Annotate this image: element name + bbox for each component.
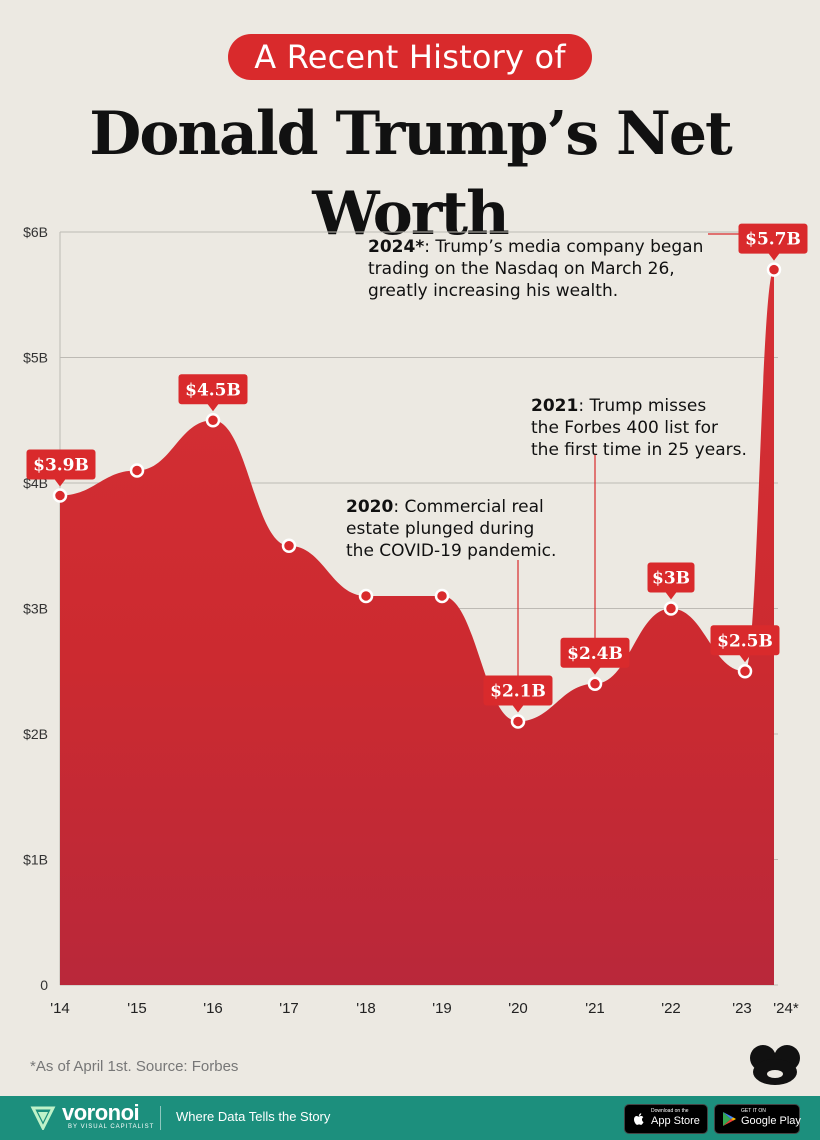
annotation-text: estate plunged during — [346, 519, 534, 539]
annotation-text: 2024*: Trump’s media company began — [368, 237, 703, 257]
value-label-box — [647, 562, 695, 593]
value-label-text: $3B — [652, 569, 690, 589]
footer-bar: voronoi BY VISUAL CAPITALIST Where Data … — [0, 1096, 820, 1140]
page-title: Donald Trump’s Net Worth — [89, 99, 732, 249]
x-tick-label: '18 — [356, 1000, 376, 1017]
app-store-small: Download on the — [651, 1108, 689, 1114]
annotation-text: 2021: Trump misses — [531, 396, 706, 416]
x-tick-label: '22 — [661, 1000, 681, 1017]
value-label-text: $2.1B — [490, 681, 546, 701]
google-play-icon — [723, 1112, 736, 1126]
value-label-pointer — [768, 252, 780, 261]
value-label-text: $3.9B — [33, 456, 89, 476]
data-point — [434, 588, 450, 604]
value-label-pointer — [207, 403, 219, 412]
app-store-button[interactable]: Download on the App Store — [624, 1104, 708, 1134]
visual-capitalist-bug-icon — [750, 1045, 800, 1085]
data-point — [663, 601, 679, 616]
x-tick-label: '24* — [773, 1000, 799, 1017]
annotation-text: 2020: Commercial real — [346, 497, 544, 517]
value-label: $4.5B — [178, 374, 248, 412]
app-store-label: App Store — [651, 1115, 700, 1127]
google-play-small: GET IT ON — [741, 1108, 766, 1114]
google-play-label: Google Play — [741, 1115, 801, 1127]
annotation-line: : Trump’s media company began — [424, 237, 703, 257]
y-tick-label: $6B — [23, 224, 48, 240]
brand-sub: BY VISUAL CAPITALIST — [68, 1124, 155, 1130]
value-label-text: $2.4B — [567, 644, 623, 664]
brand-name: voronoi — [62, 1100, 140, 1125]
value-label: $2.1B — [483, 675, 553, 713]
value-label: $3B — [647, 562, 695, 600]
value-label-box — [738, 223, 808, 254]
data-point — [587, 676, 603, 692]
annotation-text: the COVID-19 pandemic. — [346, 541, 556, 561]
apple-icon — [634, 1113, 644, 1125]
x-tick-label: '14 — [50, 1000, 70, 1017]
subtitle: A Recent History of — [254, 38, 566, 76]
data-point — [766, 262, 782, 277]
x-tick-label: '23 — [732, 1000, 752, 1017]
footnote: *As of April 1st. Source: Forbes — [30, 1058, 239, 1075]
annotation-2024: 2024*: Trump’s media company begantradin… — [368, 233, 740, 301]
x-tick-label: '21 — [585, 1000, 605, 1017]
annotation-text: trading on the Nasdaq on March 26, — [368, 259, 675, 279]
y-tick-label: $1B — [23, 852, 48, 868]
data-point — [358, 588, 374, 604]
x-tick-label: '15 — [127, 1000, 147, 1017]
value-label-pointer — [589, 666, 601, 675]
y-tick-label: $2B — [23, 726, 48, 742]
value-label-text: $5.7B — [745, 230, 801, 250]
footer-divider — [160, 1106, 161, 1130]
value-label-box — [178, 374, 248, 405]
voronoi-logo-icon — [30, 1106, 56, 1130]
google-play-button[interactable]: GET IT ON Google Play — [714, 1104, 801, 1134]
value-label-text: $2.5B — [717, 631, 773, 651]
value-label: $2.4B — [560, 637, 630, 675]
annotation-line: : Trump misses — [578, 396, 706, 416]
data-point — [129, 463, 145, 478]
value-label-pointer — [54, 478, 66, 487]
annotation-year: 2021 — [531, 396, 578, 416]
data-point — [52, 488, 68, 503]
y-tick-label: $5B — [23, 350, 48, 366]
data-point — [737, 664, 753, 679]
value-label-box — [710, 625, 780, 656]
data-point — [281, 538, 297, 553]
value-label-box — [26, 449, 96, 480]
x-tick-label: '16 — [203, 1000, 223, 1017]
annotation-text: the first time in 25 years. — [531, 440, 747, 460]
tagline: Where Data Tells the Story — [176, 1109, 331, 1124]
value-label-pointer — [512, 704, 524, 713]
y-tick-label: 0 — [40, 977, 48, 993]
value-label-pointer — [665, 591, 677, 600]
annotation-text: greatly increasing his wealth. — [368, 281, 618, 301]
net-worth-area — [60, 269, 774, 985]
annotation-line: : Commercial real — [393, 497, 543, 517]
value-label-pointer — [739, 654, 751, 663]
subtitle-pill: A Recent History of — [228, 34, 592, 80]
y-tick-label: $3B — [23, 601, 48, 617]
annotation-year: 2024* — [368, 237, 424, 257]
value-label: $5.7B — [738, 223, 808, 261]
value-label-box — [560, 637, 630, 668]
value-label-box — [483, 675, 553, 706]
x-tick-label: '19 — [432, 1000, 452, 1017]
x-tick-label: '17 — [279, 1000, 299, 1017]
data-point — [205, 413, 221, 428]
value-label: $2.5B — [710, 625, 780, 663]
annotation-year: 2020 — [346, 497, 393, 517]
annotation-text: the Forbes 400 list for — [531, 418, 718, 438]
value-label-text: $4.5B — [185, 380, 241, 400]
x-tick-label: '20 — [508, 1000, 528, 1017]
data-point — [510, 714, 526, 729]
value-label: $3.9B — [26, 449, 96, 487]
